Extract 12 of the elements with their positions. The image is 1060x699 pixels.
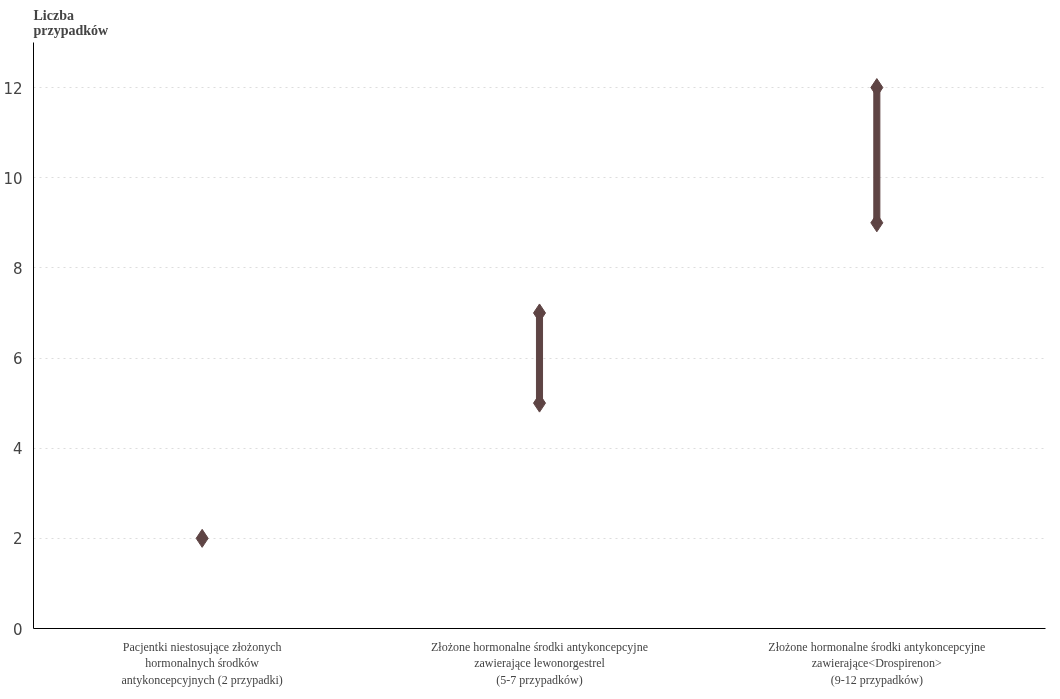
point (195, 528, 209, 548)
y-tick-label: 0 (12, 620, 23, 639)
y-tick-label: 12 (3, 79, 23, 98)
y-axis-title: Liczba przypadków (33, 7, 110, 38)
x-tick-label: Pacjentki niestosujące złożonych hormonalnych środków antykoncepcyjnych (2 przypadki) (121, 639, 283, 688)
y-tick-label: 10 (3, 169, 23, 188)
y-tick-label: 6 (12, 350, 23, 369)
y-tick-label: 2 (12, 530, 23, 549)
x-tick-label: Złożone hormonalne środki antykoncepcyjne zawierające<Drospirenon> (9-12 przypadków) (768, 639, 986, 688)
x-tick-label: Złożone hormonalne środki antykoncepcyjne zawierające lewonorgestrel (5-7 przypadków) (431, 639, 648, 688)
y-tick-label: 8 (12, 259, 23, 278)
y-tick-label: 4 (12, 440, 23, 459)
